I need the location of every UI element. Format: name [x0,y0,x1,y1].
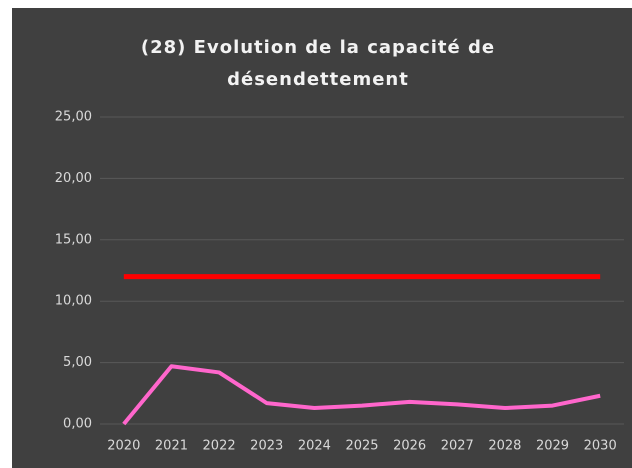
y-tick-label: 20,00 [55,171,92,186]
chart-title: (28) Evolution de la capacité de [141,37,495,58]
chart-background [12,8,632,468]
y-tick-label: 0,00 [63,417,92,432]
x-tick-label: 2025 [345,439,378,454]
y-tick-label: 10,00 [55,294,92,309]
x-tick-label: 2020 [107,439,140,454]
x-tick-label: 2024 [298,439,331,454]
y-tick-label: 5,00 [63,355,92,370]
y-tick-label: 15,00 [55,232,92,247]
x-tick-label: 2030 [584,439,617,454]
x-tick-label: 2029 [536,439,569,454]
y-tick-label: 25,00 [55,110,92,125]
chart-title: désendettement [227,69,409,90]
x-tick-label: 2023 [250,439,283,454]
line [122,364,601,426]
x-tick-label: 2027 [441,439,474,454]
x-tick-label: 2022 [203,439,236,454]
x-tick-label: 2026 [393,439,426,454]
x-tick-label: 2028 [488,439,521,454]
x-tick-label: 2021 [155,439,188,454]
